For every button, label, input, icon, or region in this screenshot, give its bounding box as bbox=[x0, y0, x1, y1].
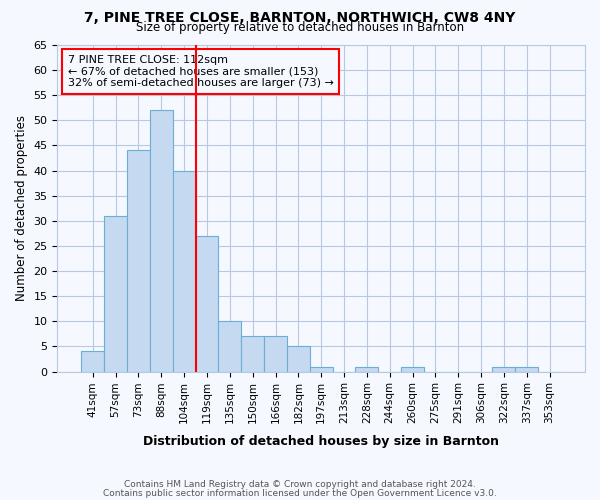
Bar bbox=[127, 150, 150, 372]
Bar bbox=[287, 346, 310, 372]
Bar bbox=[104, 216, 127, 372]
Bar bbox=[515, 366, 538, 372]
X-axis label: Distribution of detached houses by size in Barnton: Distribution of detached houses by size … bbox=[143, 434, 499, 448]
Text: Contains HM Land Registry data © Crown copyright and database right 2024.: Contains HM Land Registry data © Crown c… bbox=[124, 480, 476, 489]
Bar bbox=[173, 170, 196, 372]
Text: 7 PINE TREE CLOSE: 112sqm
← 67% of detached houses are smaller (153)
32% of semi: 7 PINE TREE CLOSE: 112sqm ← 67% of detac… bbox=[68, 55, 334, 88]
Bar bbox=[241, 336, 264, 372]
Text: Contains public sector information licensed under the Open Government Licence v3: Contains public sector information licen… bbox=[103, 489, 497, 498]
Text: Size of property relative to detached houses in Barnton: Size of property relative to detached ho… bbox=[136, 22, 464, 35]
Bar bbox=[401, 366, 424, 372]
Bar bbox=[355, 366, 379, 372]
Bar bbox=[196, 236, 218, 372]
Bar bbox=[310, 366, 332, 372]
Bar bbox=[82, 352, 104, 372]
Bar bbox=[264, 336, 287, 372]
Y-axis label: Number of detached properties: Number of detached properties bbox=[15, 116, 28, 302]
Bar bbox=[218, 322, 241, 372]
Bar bbox=[150, 110, 173, 372]
Text: 7, PINE TREE CLOSE, BARNTON, NORTHWICH, CW8 4NY: 7, PINE TREE CLOSE, BARNTON, NORTHWICH, … bbox=[85, 11, 515, 25]
Bar bbox=[493, 366, 515, 372]
